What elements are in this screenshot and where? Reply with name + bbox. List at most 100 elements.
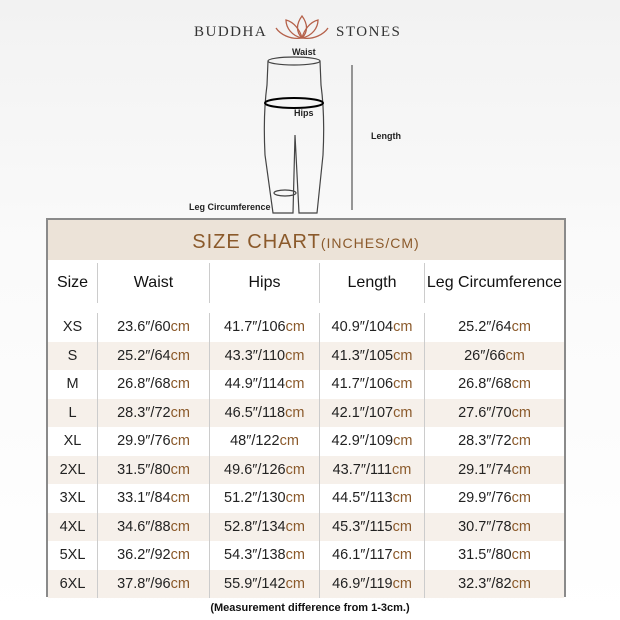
cell-value: 26.8″/68 [458, 376, 512, 392]
table-row: 4XL 34.6″/88cm 52.8″/134cm 45.3″/115cm 30.7″… [48, 512, 564, 541]
cell-value: 42.1″/107 [331, 404, 394, 421]
cell-value: 44.9″/114 [224, 376, 286, 392]
unit-suffix: cm [511, 547, 531, 563]
unit-suffix: cm [392, 490, 412, 506]
cell-value: 46.1″/117 [332, 547, 393, 563]
unit-suffix: cm [170, 404, 190, 421]
cell-value: 31.5″/80 [458, 547, 512, 563]
table-row: 2XL 31.5″/80cm 49.6″/126cm 43.7″/111cm 29.1″… [48, 455, 564, 485]
unit-suffix: cm [170, 490, 190, 506]
cell-value: 40.9″/104 [331, 319, 394, 335]
size-cell: XL [48, 427, 98, 456]
table-row: 5XL 36.2″/92cm 54.3″/138cm 46.1″/117cm 31.5″… [48, 541, 564, 570]
measurement-cell: 26.8″/68cm [98, 370, 210, 399]
cell-value: 49.6″/126 [224, 461, 286, 478]
cell-value: XL [63, 433, 82, 449]
waist-label: Waist [292, 47, 316, 57]
cell-value: 46.9″/119 [332, 575, 393, 592]
cell-value: 37.8″/96 [117, 575, 171, 592]
measurement-cell: 25.2″/64cm [98, 341, 210, 370]
leg-circumference-label: Leg Circumference [189, 202, 271, 212]
unit-suffix: cm [285, 347, 305, 364]
measurement-cell: 51.2″/130cm [210, 484, 320, 513]
measurement-cell: 52.8″/134cm [210, 512, 320, 541]
unit-suffix: cm [170, 461, 190, 478]
size-cell: 3XL [48, 484, 98, 513]
unit-suffix: cm [511, 433, 531, 449]
header-row: Size Waist Hips Length Leg Circumference [48, 260, 564, 303]
cell-value: 54.3″/138 [224, 547, 286, 563]
measurement-cell: 41.7″/106cm [320, 370, 425, 399]
cell-value: 36.2″/92 [117, 547, 171, 563]
unit-suffix: cm [392, 461, 412, 478]
measurement-cell: 45.3″/115cm [320, 512, 425, 541]
cell-value: 25.2″/64 [458, 319, 512, 335]
unit-suffix: cm [285, 547, 305, 563]
cell-value: 30.7″/78 [458, 518, 512, 535]
measurement-cell: 48″/122cm [210, 427, 320, 456]
measurement-cell: 54.3″/138cm [210, 541, 320, 570]
cell-value: 33.1″/84 [117, 490, 171, 506]
cell-value: 43.3″/110 [224, 347, 286, 364]
lotus-logo-icon [275, 14, 329, 40]
measurement-cell: 44.5″/113cm [320, 484, 425, 513]
title-unit: (INCHES/CM) [320, 235, 420, 251]
measurement-note: (Measurement difference from 1-3cm.) [210, 602, 410, 614]
unit-suffix: cm [285, 518, 305, 535]
unit-suffix: cm [505, 347, 525, 364]
unit-suffix: cm [170, 547, 190, 563]
header-waist: Waist [98, 263, 210, 303]
unit-suffix: cm [285, 490, 305, 506]
table-row: S 25.2″/64cm 43.3″/110cm 41.3″/105cm 26″/66c… [48, 341, 564, 370]
cell-value: 29.9″/76 [458, 490, 512, 506]
unit-suffix: cm [285, 319, 305, 335]
header-leg: Leg Circumference [426, 274, 563, 291]
header-hips: Hips [210, 263, 320, 303]
cell-value: 44.5″/113 [332, 490, 393, 506]
cell-value: 26.8″/68 [117, 376, 171, 392]
cell-value: 31.5″/80 [117, 461, 171, 478]
measurement-cell: 55.9″/142cm [210, 569, 320, 598]
unit-suffix: cm [279, 433, 299, 449]
size-cell: XS [48, 313, 98, 342]
size-cell: 6XL [48, 569, 98, 598]
unit-suffix: cm [511, 490, 531, 506]
cell-value: 51.2″/130 [224, 490, 286, 506]
size-chart-table: SIZE CHART(INCHES/CM) Size Waist Hips Le… [46, 218, 566, 599]
measurement-cell: 49.6″/126cm [210, 455, 320, 484]
unit-suffix: cm [285, 376, 305, 392]
cell-value: 55.9″/142 [224, 575, 286, 592]
cell-value: 32.3″/82 [458, 575, 512, 592]
table-row: XL 29.9″/76cm 48″/122cm 42.9″/109cm 28.3″/72… [48, 427, 564, 456]
measurement-cell: 34.6″/88cm [98, 512, 210, 541]
measurement-cell: 40.9″/104cm [320, 313, 425, 342]
size-cell: 5XL [48, 541, 98, 570]
unit-suffix: cm [393, 404, 413, 421]
cell-value: L [68, 404, 77, 421]
unit-suffix: cm [285, 575, 305, 592]
unit-suffix: cm [511, 461, 531, 478]
table-row: XS 23.6″/60cm 41.7″/106cm 40.9″/104cm 25.2″/… [48, 313, 564, 342]
measurement-cell: 32.3″/82cm [425, 570, 564, 599]
unit-suffix: cm [393, 319, 413, 335]
cell-value: 25.2″/64 [117, 347, 171, 364]
measurement-cell: 42.1″/107cm [320, 398, 425, 427]
table-row: 6XL 37.8″/96cm 55.9″/142cm 46.9″/119cm 32.3″… [48, 569, 564, 599]
cell-value: 45.3″/115 [332, 518, 393, 535]
length-label: Length [371, 131, 401, 141]
unit-suffix: cm [393, 433, 413, 449]
size-chart-title: SIZE CHART(INCHES/CM) [48, 220, 564, 260]
size-cell: S [48, 341, 98, 370]
cell-value: S [67, 347, 78, 364]
unit-suffix: cm [511, 575, 531, 592]
cell-value: 28.3″/72 [458, 433, 512, 449]
measurement-cell: 46.9″/119cm [320, 569, 425, 598]
measurement-cell: 41.3″/105cm [320, 341, 425, 370]
measurement-cell: 36.2″/92cm [98, 541, 210, 570]
title-text: SIZE CHART [192, 231, 321, 253]
pants-diagram [263, 56, 353, 214]
measurement-cell: 29.1″/74cm [425, 456, 564, 485]
cell-value: 5XL [59, 547, 86, 563]
measurement-cell: 31.5″/80cm [425, 541, 564, 570]
measurement-cell: 25.2″/64cm [425, 313, 564, 342]
